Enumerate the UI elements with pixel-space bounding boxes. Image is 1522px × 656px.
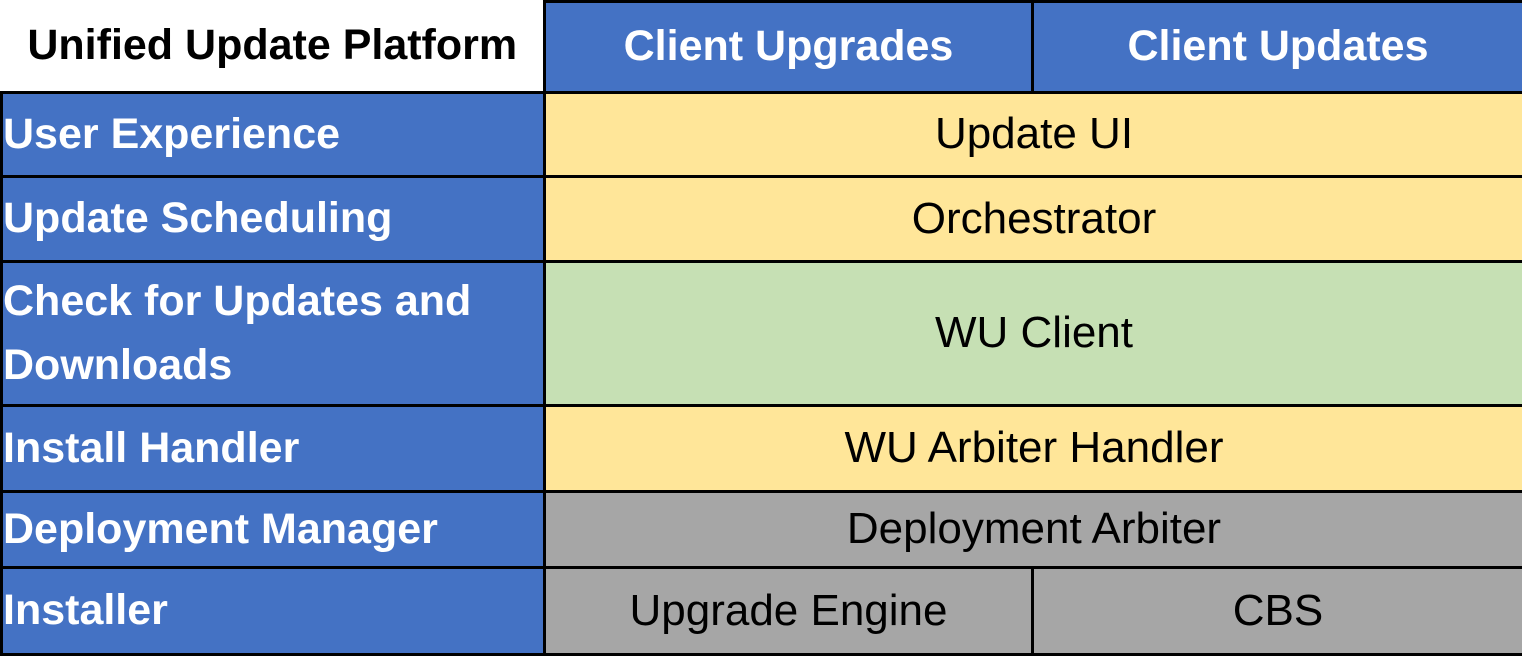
row-header-install-handler: Install Handler	[0, 404, 546, 493]
row-header-update-scheduling: Update Scheduling	[0, 175, 546, 263]
row-header-deployment-manager: Deployment Manager	[0, 489, 546, 570]
row-header-user-experience: User Experience	[0, 90, 546, 179]
table-row-deployment-manager: Deployment Manager Deployment Arbiter	[0, 489, 1522, 570]
table-row-installer: Installer Upgrade Engine CBS	[0, 566, 1522, 656]
cell-cbs: CBS	[1031, 566, 1522, 656]
table-row-update-scheduling: Update Scheduling Orchestrator	[0, 175, 1522, 263]
row-header-check-for-updates-and-downloads: Check for Updates and Downloads	[0, 259, 546, 408]
cell-wu-arbiter-handler: WU Arbiter Handler	[543, 404, 1522, 493]
cell-wu-client: WU Client	[543, 259, 1522, 408]
table-row-check-for-updates: Check for Updates and Downloads WU Clien…	[0, 259, 1522, 408]
header-row: Unified Update Platform Client Upgrades …	[1, 0, 1522, 94]
table-row-user-experience: User Experience Update UI	[0, 90, 1522, 179]
table-row-install-handler: Install Handler WU Arbiter Handler	[0, 404, 1522, 493]
table-title: Unified Update Platform	[1, 1, 545, 93]
cell-update-ui: Update UI	[543, 90, 1522, 179]
row-header-installer: Installer	[0, 566, 546, 656]
cell-orchestrator: Orchestrator	[543, 175, 1522, 263]
column-header-client-upgrades: Client Upgrades	[543, 0, 1034, 94]
cell-deployment-arbiter: Deployment Arbiter	[543, 489, 1522, 570]
column-header-client-updates: Client Updates	[1031, 0, 1522, 94]
cell-upgrade-engine: Upgrade Engine	[543, 566, 1034, 656]
